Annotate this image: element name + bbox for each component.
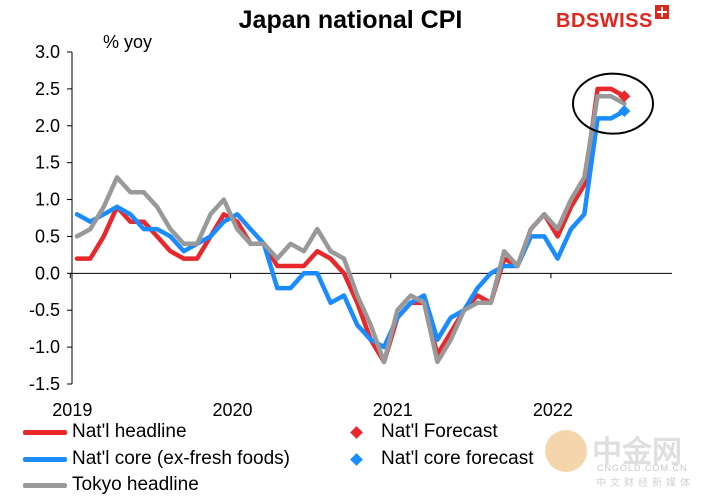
legend-label-tokyo: Tokyo headline [72, 474, 199, 495]
legend-swatch-core [23, 457, 67, 462]
legend-label-headline: Nat'l headline [72, 421, 187, 442]
y-tick-label: 2.0 [35, 116, 60, 136]
chart-axes [71, 52, 672, 384]
legend-label-headline-forecast: Nat'l Forecast [381, 421, 498, 442]
y-tick-label: 0.5 [35, 226, 60, 246]
watermark-url: CNGOLD.COM.CN [597, 463, 688, 473]
annotation-layer [572, 72, 654, 135]
legend-swatch-tokyo [23, 483, 67, 488]
swiss-cross-icon [654, 5, 669, 19]
watermark-cn-name: 中金网 [592, 435, 682, 470]
series-line-tokyo [74, 94, 627, 365]
y-tick-label: -1.5 [29, 374, 60, 394]
y-tick-label: 1.0 [35, 190, 60, 210]
legend-label-core-forecast: Nat'l core forecast [381, 448, 534, 469]
watermark: 中金网 CNGOLD.COM.CN 中文财经新媒体 [540, 425, 700, 495]
y-tick-label: -0.5 [29, 300, 60, 320]
y-unit-label: % yoy [103, 32, 153, 52]
y-tick-label: -1.0 [29, 337, 60, 357]
series-line-headline [74, 86, 627, 365]
series-lines [74, 86, 627, 365]
x-tick-label: 2020 [213, 400, 253, 420]
forecast-marker-core [618, 105, 631, 118]
series-line-core [74, 108, 627, 350]
y-tick-label: 0.0 [35, 263, 60, 283]
brand-logo: BDSWISS [556, 5, 669, 33]
y-tick-label: 3.0 [35, 42, 60, 62]
brand-logo-text: BDSWISS [556, 10, 653, 32]
legend-label-core: Nat'l core (ex-fresh foods) [72, 448, 290, 469]
x-tick-label: 2021 [373, 400, 413, 420]
x-axis-ticks: 2019 2020 2021 2022 [52, 273, 573, 420]
forecast-marker-headline [618, 90, 631, 103]
highlight-ellipse [572, 72, 654, 135]
chart-title: Japan national CPI [238, 6, 463, 34]
y-tick-label: 1.5 [35, 153, 60, 173]
watermark-coin-icon [545, 430, 587, 472]
y-tick-label: 2.5 [35, 79, 60, 99]
legend-swatch-headline [23, 430, 67, 435]
x-tick-label: 2019 [52, 400, 92, 420]
watermark-subtitle: 中文财经新媒体 [596, 478, 694, 489]
x-tick-label: 2022 [533, 400, 573, 420]
forecast-markers [618, 90, 631, 118]
y-axis-ticks: 3.0 2.5 2.0 1.5 1.0 0.5 0.0 -0.5 -1.0 -1.5 [29, 42, 72, 394]
